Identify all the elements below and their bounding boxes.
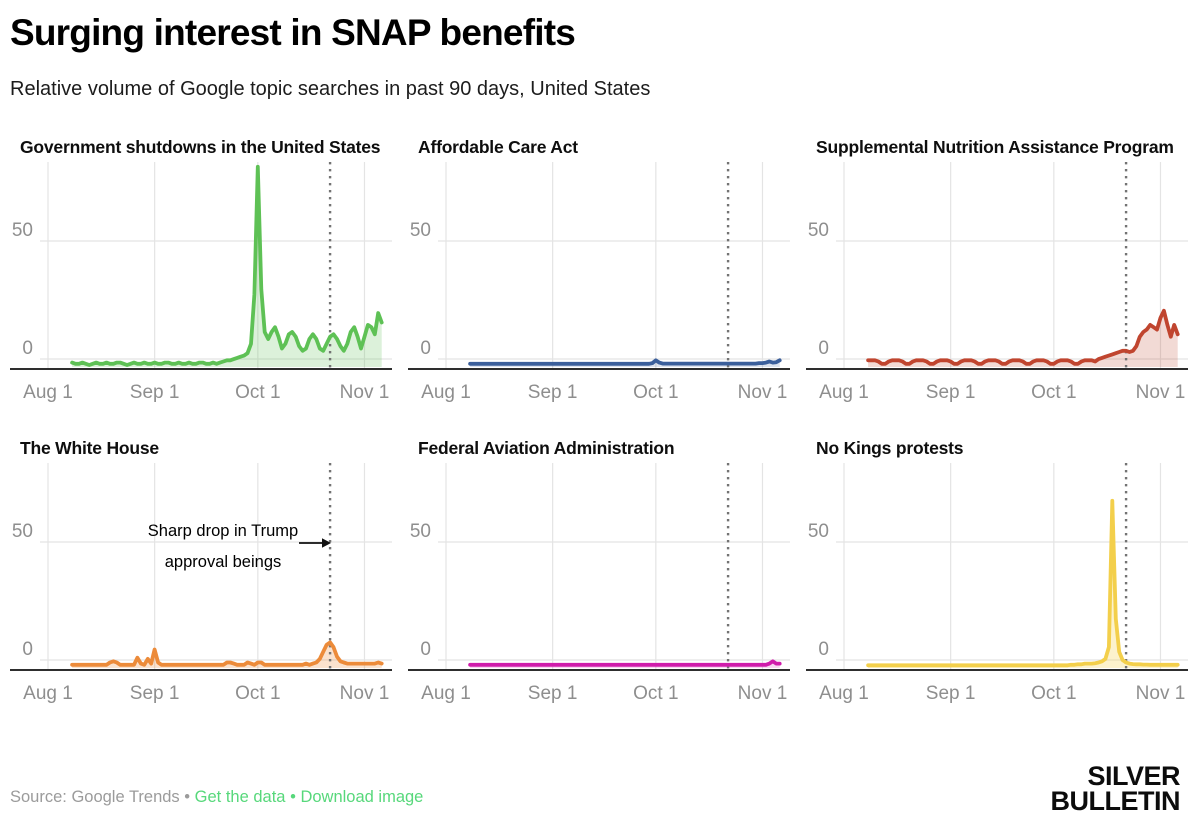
panel-title: The White House — [20, 438, 159, 458]
annotation-text: approval beings — [165, 553, 282, 571]
x-tick-label: Aug 1 — [421, 683, 471, 704]
x-tick-label: Sep 1 — [130, 683, 180, 704]
annotation-arrowhead — [322, 538, 331, 548]
chart-panel-no-kings: No Kings protests 0 50 Aug 1 Sep 1 Oct 1 Nov … — [806, 438, 1188, 709]
y-tick-label: 50 — [410, 220, 431, 241]
y-tick-label: 0 — [22, 639, 33, 660]
chart-panel-faa: Federal Aviation Administration 0 50 Aug 1… — [408, 438, 790, 709]
x-tick-label: Aug 1 — [421, 382, 471, 403]
panel-plot: 0 50 Aug 1 Sep 1 Oct 1 Nov 1 — [10, 162, 392, 403]
x-tick-label: Nov 1 — [340, 382, 390, 403]
x-tick-label: Aug 1 — [23, 382, 73, 403]
x-tick-label: Oct 1 — [633, 683, 678, 704]
series-line — [866, 308, 1180, 366]
series-line — [866, 498, 1180, 668]
series-line — [468, 659, 782, 667]
panel-plot: 0 50 Aug 1 Sep 1 Oct 1 Nov 1 — [408, 463, 790, 704]
x-tick-label: Sep 1 — [130, 382, 180, 403]
series-line — [70, 640, 384, 667]
get-the-data-link[interactable]: Get the data — [194, 788, 286, 806]
logo-line-2: BULLETIN — [1050, 785, 1181, 816]
y-tick-label: 0 — [420, 639, 431, 660]
source-label: Source: Google Trends — [10, 788, 180, 806]
separator-dot: • — [290, 788, 296, 806]
y-tick-label: 50 — [410, 521, 431, 542]
panel-plot: 0 50 Aug 1 Sep 1 Oct 1 Nov 1 Sharp drop in Tru… — [10, 463, 392, 704]
x-tick-label: Oct 1 — [1031, 382, 1076, 403]
y-tick-label: 0 — [818, 338, 829, 359]
x-tick-label: Sep 1 — [528, 683, 578, 704]
page-title: Surging interest in SNAP benefits — [10, 12, 576, 53]
x-tick-label: Nov 1 — [1136, 382, 1186, 403]
logo-line-1: SILVER — [1087, 761, 1180, 792]
panel-title: Affordable Care Act — [418, 137, 578, 157]
panel-title: Government shutdowns in the United State… — [20, 137, 381, 157]
y-tick-label: 50 — [12, 521, 33, 542]
header: Surging interest in SNAP benefits Relati… — [10, 12, 1190, 101]
x-tick-label: Oct 1 — [1031, 683, 1076, 704]
x-tick-label: Nov 1 — [1136, 683, 1186, 704]
chart-panel-snap: Supplemental Nutrition Assistance Progra… — [806, 137, 1188, 408]
charts-grid: Government shutdowns in the United State… — [10, 137, 1190, 709]
x-tick-label: Oct 1 — [235, 683, 280, 704]
silver-bulletin-logo: SILVER BULLETIN — [1050, 761, 1181, 816]
page-footer: Source: Google Trends • Get the data • D… — [10, 761, 1181, 816]
separator-dot: • — [184, 788, 191, 806]
series-line — [468, 358, 782, 366]
panel-plot: 0 50 Aug 1 Sep 1 Oct 1 Nov 1 — [806, 162, 1188, 403]
x-tick-label: Sep 1 — [528, 382, 578, 403]
y-tick-label: 50 — [808, 220, 829, 241]
y-tick-label: 0 — [420, 338, 431, 359]
chart-panel-government-shutdowns: Government shutdowns in the United State… — [10, 137, 392, 408]
x-tick-label: Aug 1 — [819, 683, 869, 704]
x-tick-label: Nov 1 — [340, 683, 390, 704]
page-subtitle: Relative volume of Google topic searches… — [10, 78, 651, 100]
x-tick-label: Aug 1 — [23, 683, 73, 704]
y-tick-label: 50 — [808, 521, 829, 542]
download-image-link[interactable]: Download image — [300, 788, 424, 806]
x-tick-label: Sep 1 — [926, 683, 976, 704]
series-area — [868, 500, 1178, 668]
y-tick-label: 0 — [22, 338, 33, 359]
x-tick-label: Nov 1 — [738, 683, 788, 704]
y-tick-label: 0 — [818, 639, 829, 660]
y-tick-label: 50 — [12, 220, 33, 241]
panel-title: Supplemental Nutrition Assistance Progra… — [816, 137, 1174, 157]
x-tick-label: Oct 1 — [235, 382, 280, 403]
series-line — [70, 164, 384, 367]
annotation-text: Sharp drop in Trump — [148, 522, 298, 540]
x-tick-label: Sep 1 — [926, 382, 976, 403]
source-line: Source: Google Trends • Get the data • D… — [10, 788, 423, 813]
chart-panel-affordable-care-act: Affordable Care Act 0 50 Aug 1 Sep 1 Oct 1 No… — [408, 137, 790, 408]
panel-title: No Kings protests — [816, 438, 964, 458]
x-tick-label: Oct 1 — [633, 382, 678, 403]
panel-title: Federal Aviation Administration — [418, 438, 675, 458]
chart-panel-white-house: The White House 0 50 Aug 1 Sep 1 Oct 1 Nov 1 S… — [10, 438, 392, 709]
series-area — [72, 166, 382, 367]
x-tick-label: Aug 1 — [819, 382, 869, 403]
panel-plot: 0 50 Aug 1 Sep 1 Oct 1 Nov 1 — [408, 162, 790, 403]
x-tick-label: Nov 1 — [738, 382, 788, 403]
panel-plot: 0 50 Aug 1 Sep 1 Oct 1 Nov 1 — [806, 463, 1188, 704]
